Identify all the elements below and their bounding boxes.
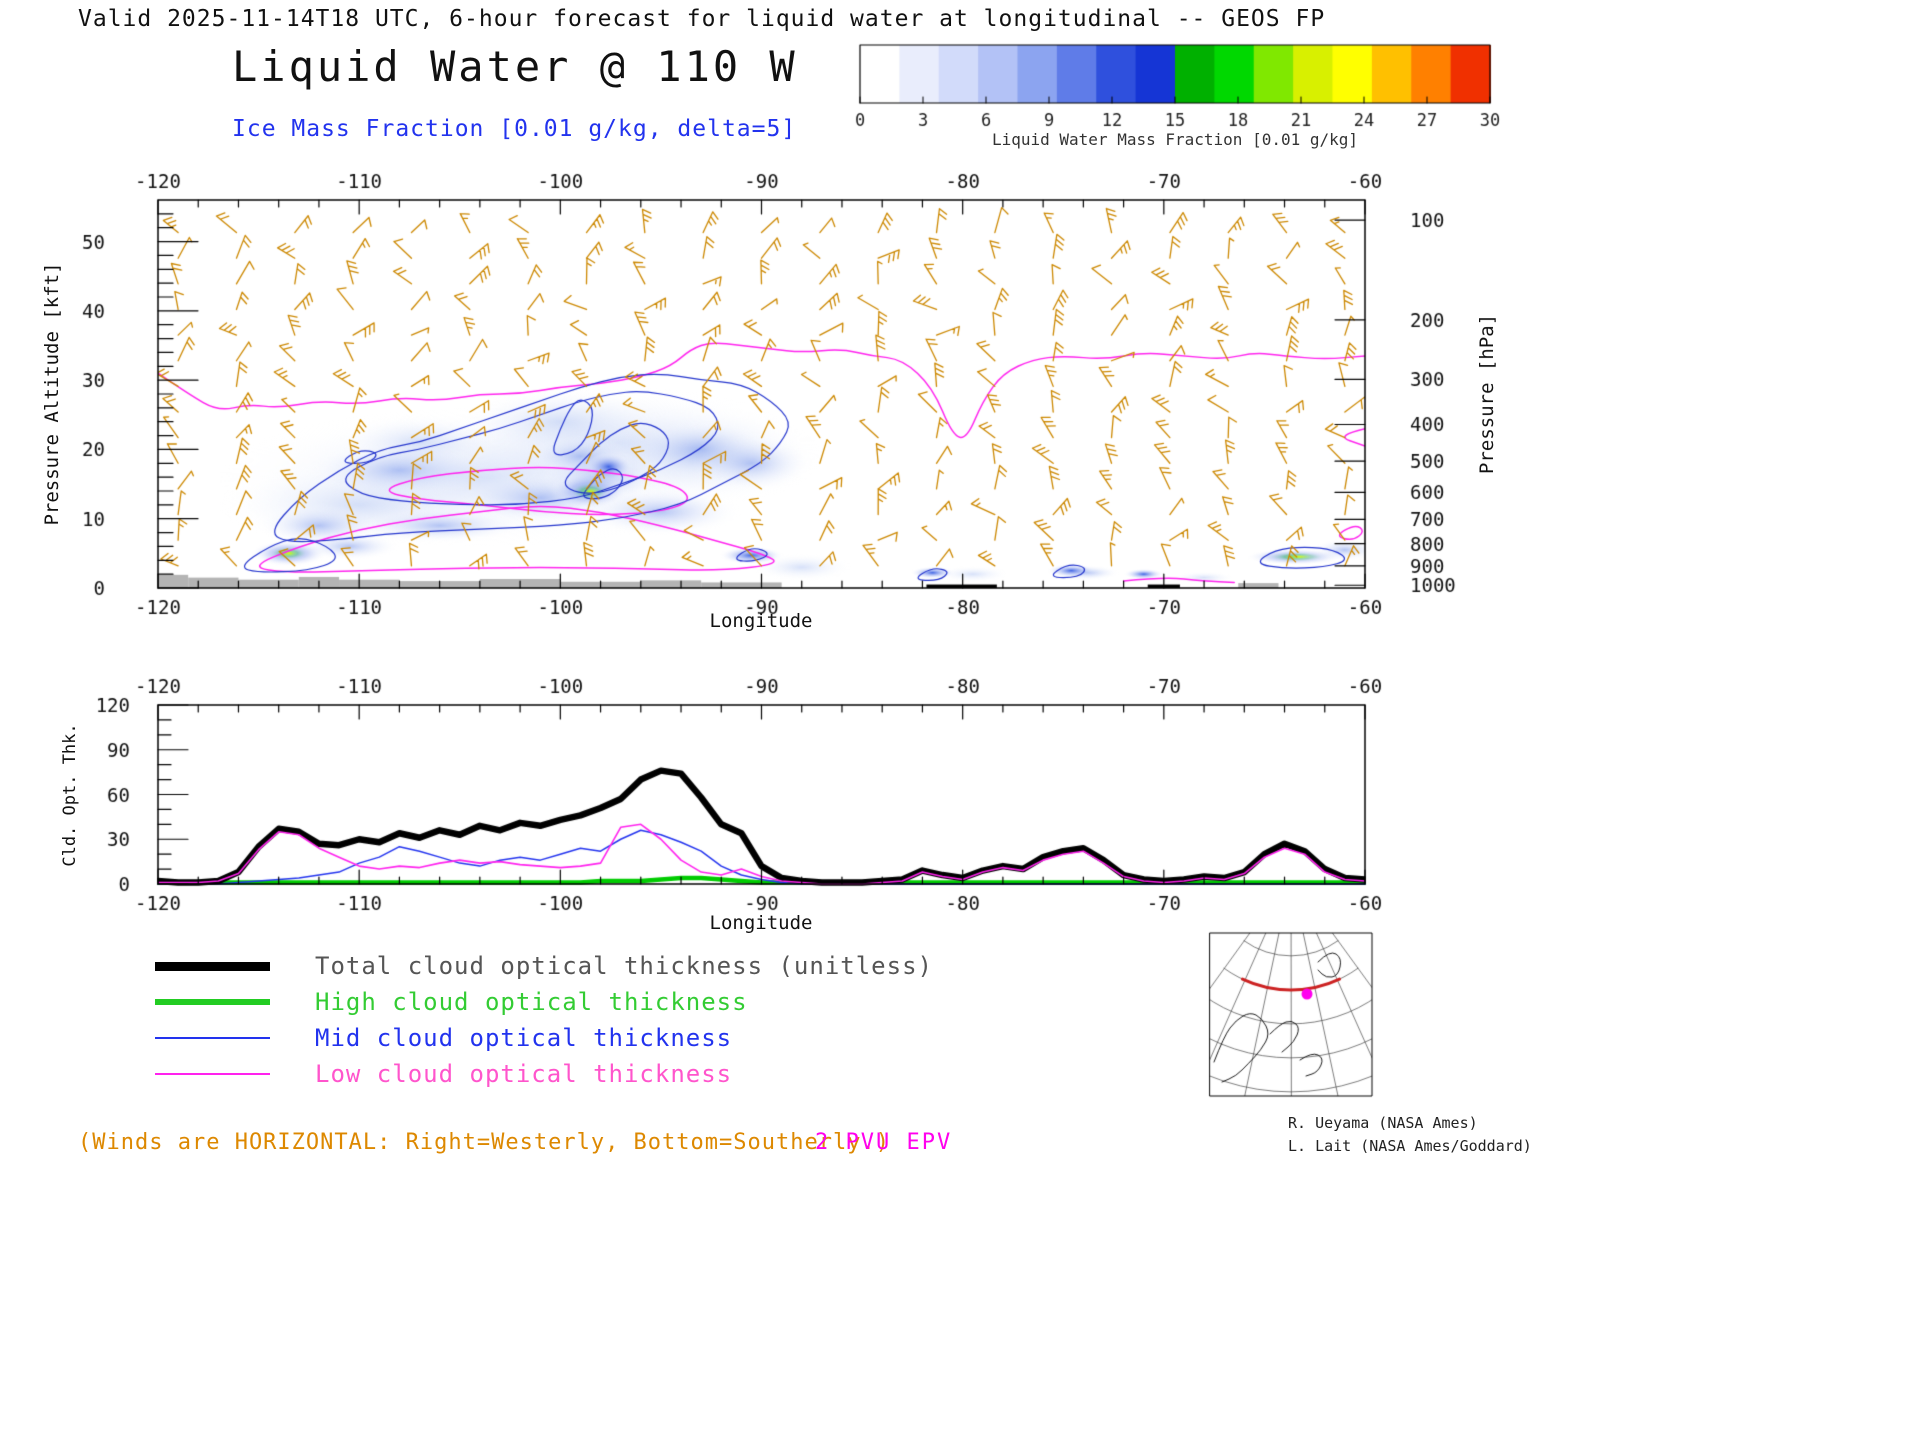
main-ylabel-left: Pressure Altitude [kft] xyxy=(41,262,63,526)
lower-xlabel: Longitude xyxy=(709,912,813,934)
map-inset xyxy=(1210,933,1372,1096)
main-ylabel-right: Pressure [hPa] xyxy=(1476,313,1498,475)
ice-mass-fraction-subtitle: Ice Mass Fraction [0.01 g/kg, delta=5] xyxy=(232,116,797,142)
legend-item-low: Low cloud optical thickness xyxy=(155,1056,933,1092)
legend-item-total: Total cloud optical thickness (unitless) xyxy=(155,948,933,984)
legend-swatch-low xyxy=(155,1073,270,1075)
legend-label-high: High cloud optical thickness xyxy=(315,988,748,1016)
credit-line-1: R. Ueyama (NASA Ames) xyxy=(1288,1114,1478,1132)
legend-item-high: High cloud optical thickness xyxy=(155,984,933,1020)
valid-time-line: Valid 2025-11-14T18 UTC, 6-hour forecast… xyxy=(78,6,1326,32)
colorbar-label: Liquid Water Mass Fraction [0.01 g/kg] xyxy=(991,130,1359,149)
legend-swatch-total xyxy=(155,961,270,971)
legend-item-mid: Mid cloud optical thickness xyxy=(155,1020,933,1056)
credit-line-2: L. Lait (NASA Ames/Goddard) xyxy=(1288,1137,1532,1155)
legend-label-low: Low cloud optical thickness xyxy=(315,1060,733,1088)
epv-contour-label: 2 PVU EPV xyxy=(815,1130,953,1155)
legend-label-total: Total cloud optical thickness (unitless) xyxy=(315,952,933,980)
winds-note: (Winds are HORIZONTAL: Right=Westerly, B… xyxy=(78,1130,890,1155)
lower-ylabel: Cld. Opt. Thk. xyxy=(60,723,80,867)
main-xlabel: Longitude xyxy=(709,610,813,632)
page-title: Liquid Water @ 110 W xyxy=(232,42,798,91)
legend-swatch-high xyxy=(155,999,270,1005)
legend: Total cloud optical thickness (unitless)… xyxy=(155,948,933,1092)
legend-label-mid: Mid cloud optical thickness xyxy=(315,1024,733,1052)
legend-swatch-mid xyxy=(155,1037,270,1039)
